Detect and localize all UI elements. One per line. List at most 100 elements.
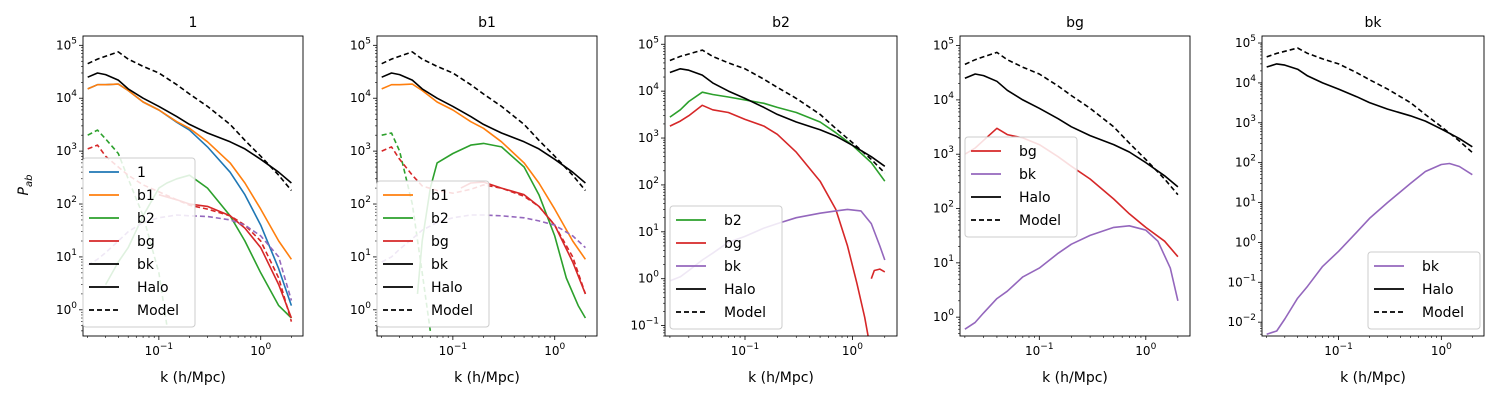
legend-label: Halo	[431, 280, 463, 296]
subplot-title: bk	[1365, 15, 1383, 31]
y-tick-label: 105	[56, 36, 77, 52]
subplot-bk: bk 10−2 10−1 100 101 102 103 104 105 10−1 100 k (h/…	[1227, 15, 1485, 386]
subplot-b1: b1 100 101 102 103 104 105 10−1 100 k (h/Mpc) b1 b2…	[350, 15, 598, 386]
subplot-title: 1	[189, 15, 198, 31]
y-tick-label: 105	[1235, 34, 1256, 50]
legend-label: bg	[431, 234, 449, 250]
legend-label: b2	[724, 213, 742, 229]
x-tick-label: 100	[1431, 342, 1452, 358]
series-line-Model	[381, 51, 587, 192]
x-tick-label: 100	[842, 342, 863, 358]
y-tick-label: 100	[350, 301, 371, 317]
axes-frame	[1261, 35, 1485, 337]
subplot-title: b2	[772, 15, 790, 31]
x-tick-label: 10−1	[145, 342, 174, 358]
y-tick-label: 10−1	[630, 317, 659, 333]
legend-box	[82, 157, 196, 328]
x-axis-label: k (h/Mpc)	[1340, 370, 1406, 386]
legend-label: b2	[137, 211, 155, 227]
legend-label: bk	[1422, 259, 1440, 275]
series-line-Model	[1266, 47, 1473, 154]
legend-label: Halo	[137, 280, 169, 296]
series-line-Halo	[964, 73, 1179, 188]
legend: b1 b2 bg bk Halo Model	[376, 180, 490, 328]
legend-label: b2	[431, 211, 449, 227]
legend-label: bk	[137, 257, 155, 273]
y-tick-label: 101	[638, 223, 659, 239]
y-tick-label: 104	[1235, 74, 1256, 90]
x-tick-label: 100	[1135, 342, 1156, 358]
subplot-title: bg	[1066, 15, 1084, 31]
series-line-bk	[964, 225, 1179, 330]
subplot-bg: bg 100 101 102 103 104 105 10−1 100 k (h/Mpc) bg bk…	[933, 15, 1191, 386]
y-tick-label: 103	[56, 142, 77, 158]
series-line-b1	[87, 83, 293, 260]
y-tick-label: 100	[56, 301, 77, 317]
legend: bk Halo Model	[1367, 251, 1481, 330]
subplot-title: b1	[478, 15, 496, 31]
x-tick-label: 100	[250, 342, 271, 358]
legend-label: Model	[1019, 213, 1061, 229]
legend-label: Model	[137, 303, 179, 319]
y-tick-label: 10−2	[1227, 313, 1256, 329]
legend-label: Model	[724, 305, 766, 321]
y-tick-label: 102	[350, 195, 371, 211]
series-line-Model	[87, 51, 293, 192]
y-tick-label: 104	[56, 89, 77, 105]
y-tick-label: 103	[350, 142, 371, 158]
series-line-Halo	[381, 72, 586, 184]
legend-box	[1367, 251, 1481, 330]
legend-label: Halo	[724, 282, 756, 298]
legend-label: b1	[137, 188, 155, 204]
legend-label: b1	[431, 188, 449, 204]
y-tick-label: 100	[1235, 233, 1256, 249]
x-tick-label: 10−1	[731, 342, 760, 358]
legend-label: Halo	[1422, 282, 1454, 298]
legend: b2 bg bk Halo Model	[669, 205, 783, 330]
y-tick-label: 102	[56, 195, 77, 211]
y-tick-label: 102	[933, 200, 954, 216]
y-tick-label: 105	[350, 36, 371, 52]
series-line-b1	[381, 83, 587, 260]
x-tick-label: 10−1	[1324, 342, 1353, 358]
series-line-Halo	[87, 72, 292, 184]
axes-frame	[959, 35, 1191, 337]
subplot-b2: b2 10−1 100 101 102 103 104 105 10−1 100 k (h/Mpc)…	[630, 15, 898, 386]
y-tick-label: 104	[933, 91, 954, 107]
y-tick-label: 101	[56, 248, 77, 264]
y-tick-label: 10−1	[1227, 273, 1256, 289]
legend-label: bg	[1019, 144, 1037, 160]
legend-box	[964, 136, 1078, 238]
series-group	[1266, 47, 1473, 335]
legend: bg bk Halo Model	[964, 136, 1078, 238]
x-axis-label: k (h/Mpc)	[454, 370, 520, 386]
y-tick-label: 104	[638, 82, 659, 98]
x-tick-label: 10−1	[439, 342, 468, 358]
y-tick-label: 102	[638, 176, 659, 192]
legend-label: Halo	[1019, 190, 1051, 206]
y-tick-label: 104	[350, 89, 371, 105]
subplot-1: 1 100 101 102 103 104 105 10−1 100 k (h/Mpc) 1 b1 b2…	[56, 15, 304, 386]
x-axis-label: k (h/Mpc)	[1042, 370, 1108, 386]
axes-frame	[664, 35, 898, 337]
legend-label: 1	[137, 165, 146, 181]
series-line-Halo	[1266, 63, 1473, 148]
y-tick-label: 100	[933, 308, 954, 324]
y-tick-label: 100	[638, 270, 659, 286]
y-tick-label: 105	[933, 37, 954, 53]
legend-label: bg	[724, 236, 742, 252]
legend-label: bk	[1019, 167, 1037, 183]
series-line-Model	[964, 51, 1179, 196]
y-tick-label: 105	[638, 35, 659, 51]
series-line-Halo	[669, 68, 886, 167]
x-tick-label: 100	[544, 342, 565, 358]
x-axis-label: k (h/Mpc)	[160, 370, 226, 386]
y-tick-label: 101	[933, 254, 954, 270]
series-line-Model	[669, 49, 886, 174]
legend: 1 b1 b2 bg bk Halo Model	[82, 157, 196, 328]
series-line-bk	[1266, 162, 1473, 335]
legend-label: Model	[431, 303, 473, 319]
x-axis-label: k (h/Mpc)	[748, 370, 814, 386]
y-tick-label: 101	[1235, 194, 1256, 210]
y-tick-label: 102	[1235, 154, 1256, 170]
